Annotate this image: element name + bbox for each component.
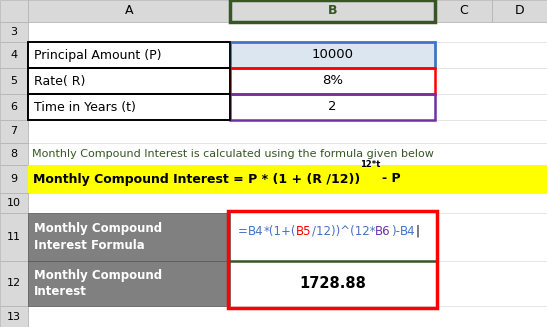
Text: Interest: Interest [34,284,87,298]
Bar [230,213,435,261]
Text: =: = [238,225,248,238]
Bar [0,165,28,193]
Bar [28,306,547,327]
Text: B5: B5 [296,225,311,238]
Text: 11: 11 [7,232,21,242]
Text: 13: 13 [7,312,21,321]
Text: Monthly Compound Interest is calculated using the formula given below: Monthly Compound Interest is calculated … [32,149,434,159]
Text: 8: 8 [10,149,18,159]
Text: 3: 3 [10,27,18,37]
Text: B4: B4 [400,225,415,238]
Bar [28,42,547,68]
Bar [28,261,547,306]
Bar [0,143,28,165]
Text: Interest Formula: Interest Formula [34,239,145,252]
Text: Monthly Compound Interest = P * (1 + (R /12)): Monthly Compound Interest = P * (1 + (R … [33,173,360,185]
Text: B6: B6 [375,225,391,238]
Text: )-: )- [391,225,400,238]
Bar [28,42,230,68]
Bar [230,0,435,22]
Text: - P: - P [382,173,400,185]
Bar [0,22,28,42]
Bar [230,261,435,306]
Bar [0,213,28,261]
Text: Principal Amount (P): Principal Amount (P) [34,48,161,61]
Text: 5: 5 [10,76,18,86]
Bar [435,0,492,22]
Text: 4: 4 [10,50,18,60]
Text: 1728.88: 1728.88 [299,276,366,291]
Bar [0,120,28,143]
Text: C: C [459,5,468,18]
Bar [230,68,435,94]
Text: 10: 10 [7,198,21,208]
Bar [230,42,435,68]
Bar [230,42,435,68]
Text: Monthly Compound: Monthly Compound [34,222,162,235]
Bar [28,94,230,120]
Text: A: A [125,5,133,18]
Text: 12*t: 12*t [360,160,381,169]
Bar [0,0,28,22]
Text: /12))^(12*: /12))^(12* [311,225,375,238]
Text: Rate( R): Rate( R) [34,75,85,88]
Bar [28,213,230,261]
Text: Time in Years (t): Time in Years (t) [34,100,136,113]
Bar [28,143,547,165]
Bar [28,68,547,94]
Text: |: | [415,225,420,238]
Text: B: B [328,5,337,18]
Bar [228,211,437,308]
Text: B4: B4 [248,225,264,238]
Text: 9: 9 [10,174,18,184]
Bar [28,68,230,94]
Text: Monthly Compound: Monthly Compound [34,269,162,282]
Bar [28,0,230,22]
Bar [28,261,230,306]
Text: 12: 12 [7,279,21,288]
Text: 6: 6 [10,102,18,112]
Bar [0,306,28,327]
Bar [0,68,28,94]
Bar [0,193,28,213]
Bar [28,94,547,120]
Bar [28,193,547,213]
Bar [28,94,230,120]
Bar [0,94,28,120]
Text: 8%: 8% [322,75,343,88]
Bar [230,94,435,120]
Bar [28,68,230,94]
Bar [28,165,547,193]
Text: D: D [515,5,525,18]
Text: 2: 2 [328,100,337,113]
Bar [0,261,28,306]
Bar [28,165,547,193]
Bar [230,94,435,120]
Bar [28,213,547,261]
Bar [28,42,230,68]
Text: 10000: 10000 [311,48,353,61]
Bar [230,68,435,94]
Text: 7: 7 [10,127,18,136]
Bar [230,0,435,22]
Text: *(1+(: *(1+( [264,225,296,238]
Bar [28,120,547,143]
Bar [492,0,547,22]
Bar [0,42,28,68]
Bar [28,22,547,42]
